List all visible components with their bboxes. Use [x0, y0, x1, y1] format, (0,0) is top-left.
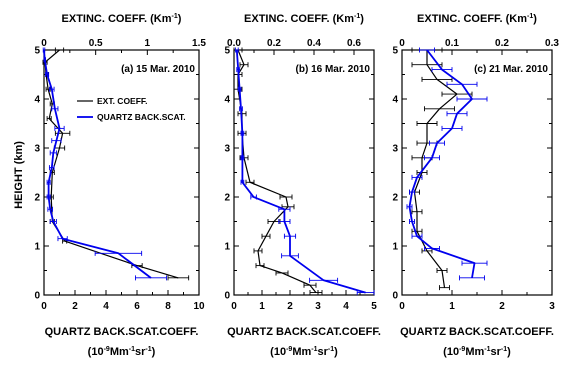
backscatter-line [43, 49, 152, 279]
extinction-line [237, 49, 317, 293]
backscatter-line [235, 49, 366, 294]
top-tick-label: 0.2 [495, 38, 509, 49]
bottom-axis-title: QUARTZ BACK.SCAT.COEFF. [45, 326, 199, 338]
bottom-tick-label: 8 [165, 301, 171, 312]
panel-label: (c) 21 Mar. 2010 [474, 64, 548, 75]
top-tick-label: 1 [145, 38, 151, 49]
bottom-axis-title: QUARTZ BACK.SCAT.COEFF. [400, 326, 554, 338]
y-tick-label: 1 [224, 242, 230, 253]
bottom-tick-label: 10 [193, 301, 205, 312]
y-tick-label: 3 [224, 144, 230, 155]
top-axis-title: EXTINC. COEFF. (Km-1) [417, 13, 537, 25]
bottom-tick-label: 1 [449, 301, 455, 312]
legend-label-extinction: EXT. COEFF. [97, 96, 148, 106]
y-tick-label: 2 [392, 193, 398, 204]
y-tick-label: 5 [224, 46, 230, 57]
top-tick-label: 0.3 [545, 38, 559, 49]
bottom-tick-label: 2 [287, 301, 293, 312]
extinction-line [413, 50, 458, 288]
bottom-axis-unit: (10-9Mm-1sr-1) [88, 346, 156, 358]
bottom-tick-label: 3 [315, 301, 321, 312]
top-axis-title: EXTINC. COEFF. (Km-1) [244, 13, 364, 25]
backscatter-line [408, 49, 476, 279]
top-axis-title: EXTINC. COEFF. (Km-1) [62, 13, 182, 25]
top-tick-label: 0.2 [267, 38, 281, 49]
bottom-tick-label: 0 [41, 301, 47, 312]
plot-frame [233, 49, 375, 296]
bottom-tick-label: 6 [134, 301, 140, 312]
bottom-tick-label: 0 [231, 301, 237, 312]
top-tick-label: 0.5 [89, 38, 103, 49]
y-tick-label: 1 [34, 242, 40, 253]
extinction-line [44, 49, 179, 279]
bottom-tick-label: 2 [72, 301, 78, 312]
y-tick-label: 4 [34, 95, 40, 106]
legend: EXT. COEFF. QUARTZ BACK.SCAT. [77, 96, 186, 122]
bottom-tick-label: 0 [399, 301, 405, 312]
y-tick-label: 0 [392, 291, 398, 302]
y-tick-label: 3 [34, 144, 40, 155]
y-tick-label: 0 [224, 291, 230, 302]
bottom-tick-label: 2 [499, 301, 505, 312]
bottom-tick-label: 4 [103, 301, 109, 312]
y-tick-label: 5 [34, 46, 40, 57]
bottom-tick-label: 5 [371, 301, 377, 312]
y-tick-label: 4 [392, 95, 398, 106]
y-tick-label: 3 [392, 144, 398, 155]
plot-frame [43, 49, 200, 296]
y-axis-label: HEIGHT (km) [13, 141, 25, 209]
top-tick-label: 0 [399, 38, 405, 49]
y-tick-label: 1 [392, 242, 398, 253]
bottom-tick-label: 1 [259, 301, 265, 312]
y-tick-label: 2 [34, 193, 40, 204]
legend-label-backscatter: QUARTZ BACK.SCAT. [97, 112, 186, 122]
y-tick-label: 2 [224, 193, 230, 204]
y-tick-label: 0 [34, 291, 40, 302]
top-tick-label: 0.1 [445, 38, 459, 49]
top-tick-label: 0.4 [307, 38, 321, 49]
top-tick-label: 0.6 [347, 38, 361, 49]
top-tick-label: 0 [41, 38, 47, 49]
y-tick-label: 4 [224, 95, 230, 106]
bottom-axis-unit: (10-9Mm-1sr-1) [443, 346, 511, 358]
y-tick-label: 5 [392, 46, 398, 57]
bottom-axis-title: QUARTZ BACK.SCAT.COEFF. [227, 326, 381, 338]
top-tick-label: 0.0 [227, 38, 241, 49]
bottom-axis-unit: (10-9Mm-1sr-1) [270, 346, 338, 358]
top-tick-label: 1.5 [192, 38, 206, 49]
panel-label: (a) 15 Mar. 2010 [121, 64, 195, 75]
bottom-tick-label: 4 [343, 301, 349, 312]
bottom-tick-label: 3 [549, 301, 555, 312]
panel-label: (b) 16 Mar. 2010 [296, 64, 371, 75]
